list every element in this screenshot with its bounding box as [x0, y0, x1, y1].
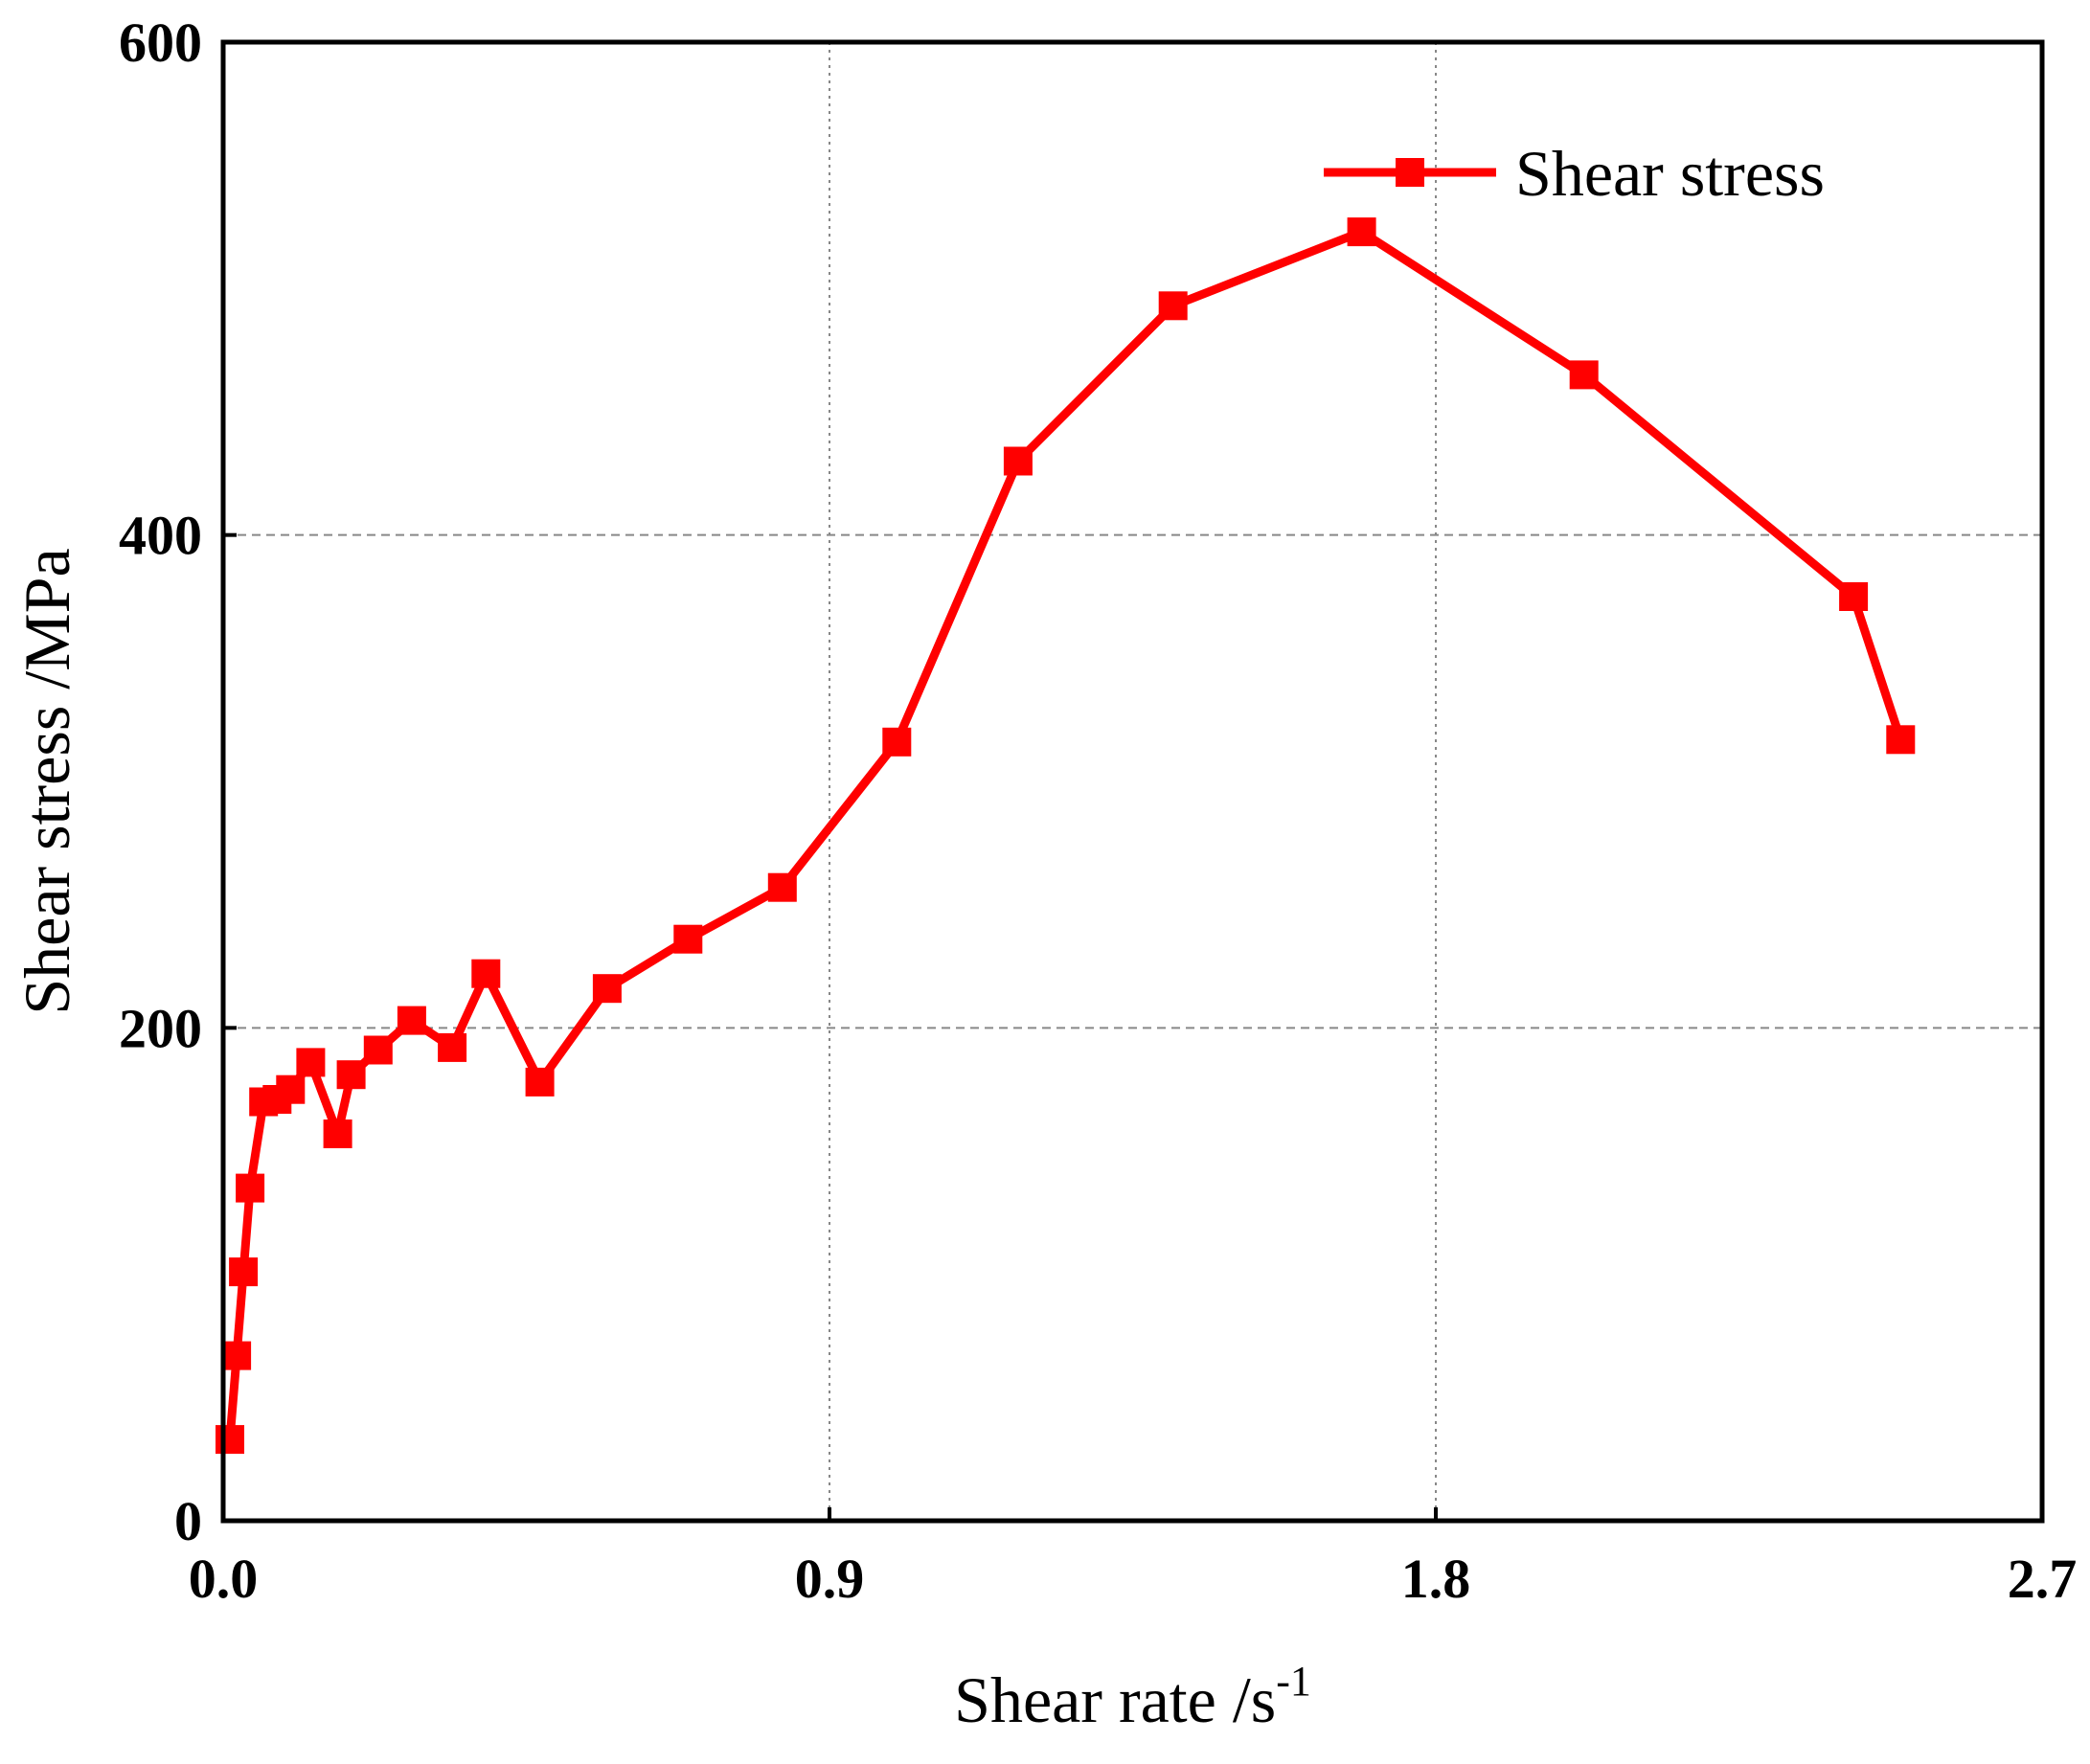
data-point-marker [397, 1006, 426, 1035]
data-point-marker [323, 1119, 352, 1148]
data-point-marker [673, 924, 703, 954]
legend-marker [1396, 158, 1424, 187]
data-point-marker [363, 1035, 393, 1065]
y-tick-label: 600 [119, 11, 202, 74]
data-point-marker [525, 1067, 555, 1097]
data-point-marker [229, 1257, 259, 1287]
plot-frame [220, 39, 2045, 1524]
data-point-marker [438, 1032, 467, 1062]
data-point-marker [222, 1341, 252, 1370]
data-point-marker [1347, 217, 1376, 247]
data-point-marker [1886, 725, 1916, 755]
legend: Shear stress [1324, 137, 1825, 210]
x-axis-title-text: Shear rate /s [954, 1663, 1276, 1736]
data-point-marker [1003, 446, 1033, 476]
x-axis-title: Shear rate /s-1 [954, 1658, 1311, 1736]
data-point-marker [276, 1074, 306, 1104]
y-tick-label: 0 [174, 1490, 202, 1552]
y-tick-label: 400 [119, 505, 202, 567]
y-axis-title: Shear stress /MPa [11, 548, 83, 1014]
data-point-marker [236, 1173, 265, 1203]
x-axis-title-superscript: -1 [1276, 1658, 1311, 1705]
data-point-marker [767, 872, 797, 902]
data-point-marker [296, 1048, 326, 1077]
grid-layer [223, 42, 2042, 1521]
x-tick-label: 1.8 [1401, 1548, 1471, 1610]
data-point-marker [471, 959, 501, 988]
x-tick-label: 2.7 [2008, 1548, 2078, 1610]
data-point-marker [882, 727, 912, 757]
data-point-marker [336, 1060, 366, 1090]
legend-label: Shear stress [1515, 137, 1825, 210]
data-point-marker [1158, 291, 1188, 321]
x-tick-label: 0.0 [189, 1548, 259, 1610]
data-point-marker [1839, 582, 1869, 611]
data-point-marker [592, 974, 622, 1004]
x-tick-label: 0.9 [795, 1548, 865, 1610]
series-layer [216, 217, 1916, 1455]
data-point-marker [1569, 360, 1599, 390]
y-tick-label: 200 [119, 997, 202, 1059]
data-point-marker [216, 1425, 244, 1455]
